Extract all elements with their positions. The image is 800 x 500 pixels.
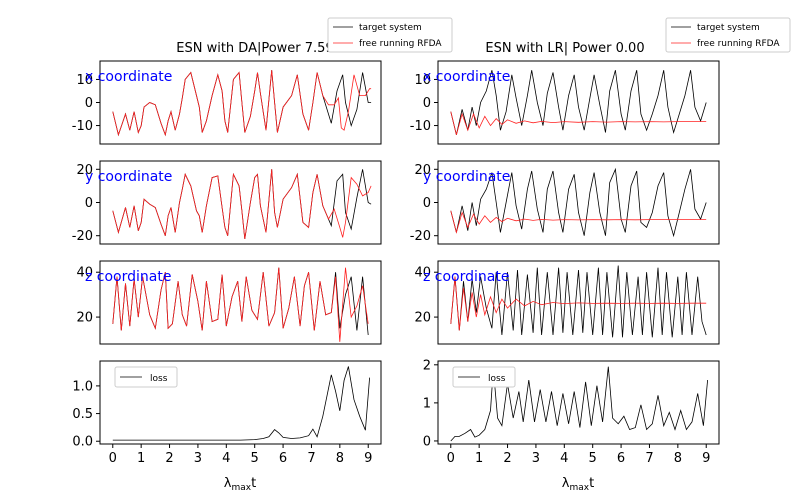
left-xlabel: λmaxt [224,476,256,493]
right-panel-y: -20 0 20y coordinate [410,160,720,245]
y-tick-label: 1 [423,396,431,411]
legend-label-target: target system [697,23,760,33]
x-tick-label: 9 [364,451,372,466]
right-chart-title: ESN with LR| Power 0.00 [485,41,644,56]
series-line-target [450,167,707,238]
x-tick-label: 2 [503,451,511,466]
coordinate-label: y coordinate [85,169,172,185]
y-tick-label: 20 [76,163,93,178]
series-line-free-running [450,111,707,135]
series-line-target [450,70,707,135]
y-tick-label: 10 [414,73,431,88]
x-tick-label: 5 [251,451,259,466]
series-line-free-running [112,169,372,240]
y-tick-label: 20 [76,311,93,326]
legend-label-target: target system [359,23,422,33]
y-tick-label: 20 [414,311,431,326]
coordinate-label: z coordinate [85,269,171,285]
left-panel-y: -20 0 20y coordinate [72,160,382,245]
right-top-legend: target system free running RFDA [665,17,791,53]
x-tick-label: 0 [447,451,455,466]
y-tick-label: 1.0 [72,379,93,394]
left-panel-loss: 0.0 0.5 1.0 0 1 2 3 4 5 6 7 8 9 loss [72,360,382,466]
left-panel-x: -10 0 10x coordinate [72,60,382,145]
x-tick-label: 3 [194,451,202,466]
x-tick-label: 5 [589,451,597,466]
y-tick-label: -20 [72,229,93,244]
y-tick-label: -10 [410,119,431,134]
x-tick-label: 6 [279,451,287,466]
y-tick-label: 0 [85,196,93,211]
legend-label-free: free running RFDA [697,39,780,49]
x-tick-label: 1 [137,451,145,466]
axes-frame [99,260,382,345]
loss-legend: loss [114,366,178,388]
x-tick-label: 7 [307,451,315,466]
coordinate-label: x coordinate [85,69,172,85]
y-tick-label: 20 [414,163,431,178]
right-xlabel: λmaxt [562,476,594,493]
y-tick-label: -20 [410,229,431,244]
x-tick-label: 8 [674,451,682,466]
series-line-loss [112,366,370,441]
x-tick-label: 2 [165,451,173,466]
axes-frame [99,360,382,445]
series-line-loss [450,366,708,442]
legend-label-loss: loss [150,374,168,384]
x-tick-label: 3 [532,451,540,466]
left-panel-z: 20 40z coordinate [76,260,382,345]
x-tick-label: 8 [336,451,344,466]
x-tick-label: 4 [222,451,230,466]
x-tick-label: 7 [645,451,653,466]
y-tick-label: 0 [85,96,93,111]
series-line-target [450,265,707,338]
y-tick-label: 2 [423,358,431,373]
x-tick-label: 0 [109,451,117,466]
series-line-free-running [450,210,707,234]
y-tick-label: 40 [414,266,431,281]
y-tick-label: 0.5 [72,407,93,422]
right-panel-loss: 0 1 2 0 1 2 3 4 5 6 7 8 9 loss [423,358,720,466]
y-tick-label: 0 [423,196,431,211]
left-chart-title: ESN with DA|Power 7.59 [176,41,333,56]
series-line-free-running [112,70,372,137]
y-tick-label: 40 [76,266,93,281]
y-tick-label: 0 [423,434,431,449]
loss-legend: loss [452,366,516,388]
y-tick-label: 0 [423,96,431,111]
axes-frame [437,260,720,345]
legend-label-loss: loss [488,374,506,384]
coordinate-label: z coordinate [423,269,509,285]
left-top-legend: target system free running RFDA [327,17,453,53]
legend-label-free: free running RFDA [359,39,442,49]
right-panel-x: -10 0 10x coordinate [410,60,720,145]
y-tick-label: -10 [72,119,93,134]
coordinate-label: y coordinate [423,169,510,185]
x-tick-label: 6 [617,451,625,466]
x-tick-label: 1 [475,451,483,466]
series-line-free-running [450,276,707,331]
x-tick-label: 9 [702,451,710,466]
coordinate-label: x coordinate [423,69,510,85]
y-tick-label: 10 [76,73,93,88]
y-tick-label: 0.0 [72,435,93,450]
series-line-free-running [112,267,369,342]
x-tick-label: 4 [560,451,568,466]
right-panel-z: 20 40z coordinate [414,260,720,345]
